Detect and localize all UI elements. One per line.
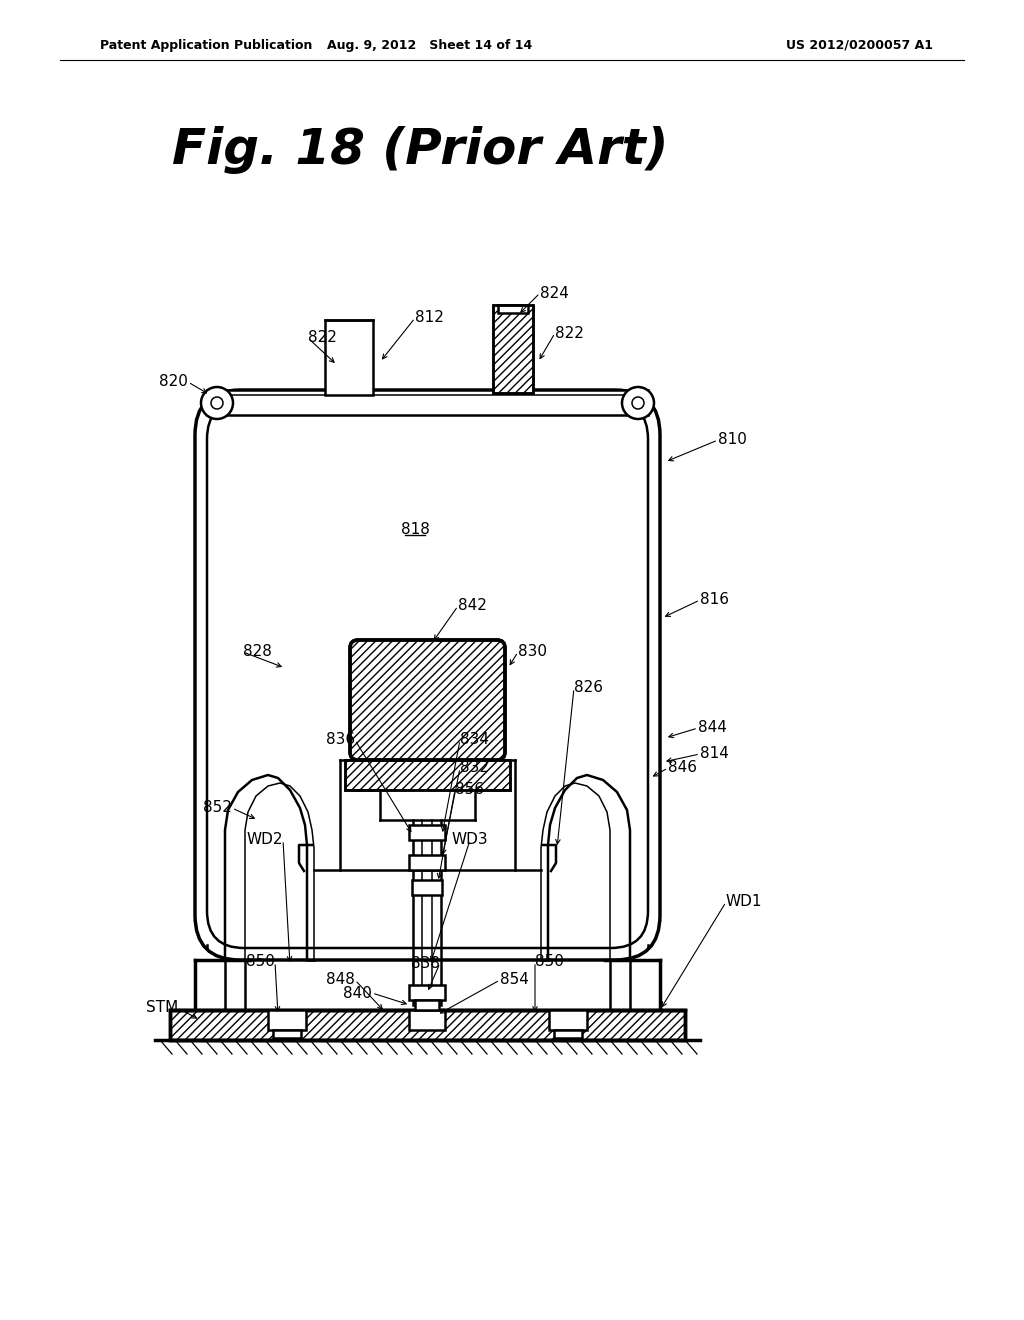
Text: 850: 850 bbox=[246, 954, 275, 969]
Text: Patent Application Publication: Patent Application Publication bbox=[100, 38, 312, 51]
Text: Aug. 9, 2012   Sheet 14 of 14: Aug. 9, 2012 Sheet 14 of 14 bbox=[328, 38, 532, 51]
Bar bbox=[325, 319, 373, 395]
Text: WD2: WD2 bbox=[247, 833, 283, 847]
Bar bbox=[409, 855, 445, 870]
Bar bbox=[549, 1010, 587, 1030]
Text: STM: STM bbox=[145, 1001, 178, 1015]
Text: 838: 838 bbox=[411, 956, 440, 970]
Text: Fig. 18 (Prior Art): Fig. 18 (Prior Art) bbox=[172, 125, 669, 174]
Bar bbox=[268, 1010, 306, 1030]
Bar bbox=[170, 1010, 685, 1040]
Text: 818: 818 bbox=[400, 523, 429, 537]
Text: 850: 850 bbox=[535, 954, 564, 969]
Text: 828: 828 bbox=[243, 644, 272, 660]
Text: 834: 834 bbox=[460, 733, 489, 747]
Circle shape bbox=[201, 387, 233, 418]
Bar bbox=[170, 1010, 685, 1040]
Text: WD1: WD1 bbox=[726, 895, 763, 909]
Text: 832: 832 bbox=[460, 760, 489, 776]
Text: 852: 852 bbox=[203, 800, 232, 816]
Text: 856: 856 bbox=[455, 783, 484, 797]
Text: 836: 836 bbox=[326, 733, 355, 747]
FancyBboxPatch shape bbox=[195, 389, 660, 960]
Bar bbox=[207, 389, 648, 414]
Circle shape bbox=[632, 397, 644, 409]
Bar bbox=[409, 825, 445, 840]
Text: 812: 812 bbox=[415, 310, 443, 326]
Text: 840: 840 bbox=[343, 986, 372, 1001]
Bar bbox=[409, 985, 445, 1001]
Text: 822: 822 bbox=[555, 326, 584, 341]
Bar bbox=[415, 1001, 439, 1010]
Bar bbox=[554, 1030, 582, 1038]
Text: 830: 830 bbox=[518, 644, 547, 660]
Text: 826: 826 bbox=[574, 681, 603, 696]
Text: WD3: WD3 bbox=[452, 833, 488, 847]
Text: 820: 820 bbox=[159, 375, 188, 389]
Text: 810: 810 bbox=[718, 433, 746, 447]
Bar bbox=[412, 880, 442, 895]
Text: 846: 846 bbox=[668, 760, 697, 776]
FancyBboxPatch shape bbox=[350, 640, 505, 760]
Bar bbox=[493, 305, 534, 393]
Circle shape bbox=[622, 387, 654, 418]
Bar bbox=[345, 760, 510, 789]
Bar bbox=[273, 1030, 301, 1038]
Text: 854: 854 bbox=[500, 973, 528, 987]
Text: US 2012/0200057 A1: US 2012/0200057 A1 bbox=[786, 38, 934, 51]
Bar bbox=[493, 305, 534, 393]
Circle shape bbox=[211, 397, 223, 409]
Text: 814: 814 bbox=[700, 747, 729, 762]
Bar bbox=[498, 305, 528, 313]
Text: 848: 848 bbox=[326, 973, 355, 987]
Text: 844: 844 bbox=[698, 721, 727, 735]
Bar bbox=[345, 760, 510, 789]
Bar bbox=[409, 1010, 445, 1030]
Text: 822: 822 bbox=[308, 330, 337, 346]
Text: 816: 816 bbox=[700, 593, 729, 607]
Text: 824: 824 bbox=[540, 285, 569, 301]
Text: 842: 842 bbox=[458, 598, 486, 614]
